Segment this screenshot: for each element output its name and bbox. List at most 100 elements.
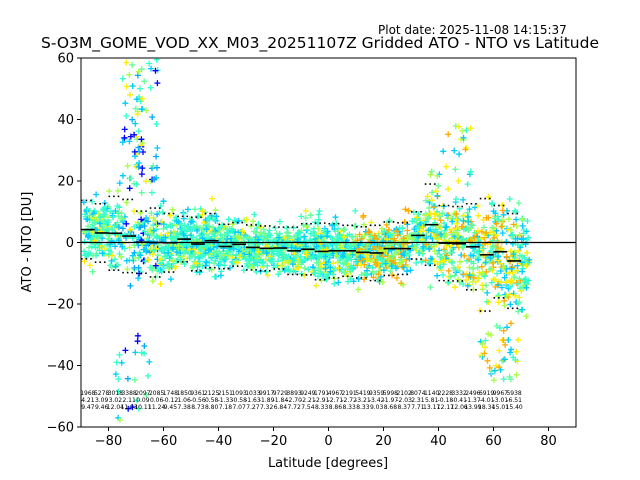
bin-stat-label: 10.11 bbox=[134, 404, 151, 411]
scatter-point bbox=[380, 267, 387, 274]
scatter-point bbox=[472, 204, 478, 211]
scatter-point bbox=[513, 371, 520, 378]
scatter-point bbox=[516, 299, 523, 306]
scatter-point bbox=[181, 222, 188, 229]
scatter-point bbox=[432, 228, 439, 235]
scatter-point bbox=[114, 187, 121, 194]
scatter-point bbox=[501, 302, 508, 309]
scatter-point bbox=[507, 349, 514, 356]
scatter-point bbox=[260, 226, 267, 233]
scatter-point bbox=[432, 188, 439, 195]
bin-stat-label: 11.93 bbox=[121, 404, 138, 411]
scatter-point bbox=[135, 163, 142, 170]
scatter-point bbox=[173, 218, 180, 225]
scatter-point bbox=[332, 214, 339, 221]
scatter-point bbox=[143, 247, 150, 254]
scatter-point bbox=[104, 205, 111, 212]
scatter-point bbox=[492, 244, 499, 250]
x-tick-label: 0 bbox=[324, 434, 332, 449]
scatter-point bbox=[93, 191, 100, 198]
scatter-point bbox=[167, 276, 174, 283]
y-tick-label: −20 bbox=[47, 298, 74, 313]
scatter-point bbox=[355, 286, 362, 293]
scatter-point bbox=[471, 234, 478, 241]
scatter-point bbox=[150, 227, 157, 234]
scatter-point bbox=[393, 265, 399, 272]
scatter-point bbox=[407, 267, 414, 274]
bin-stat-label: -1.33 bbox=[218, 397, 234, 404]
bin-stat-label: -3.21 bbox=[355, 397, 371, 404]
scatter-point bbox=[170, 244, 176, 251]
scatter-point bbox=[313, 282, 319, 289]
scatter-point bbox=[181, 261, 188, 267]
scatter-point bbox=[152, 262, 159, 269]
bin-stat-label: 2097 bbox=[135, 390, 150, 397]
scatter-point bbox=[112, 208, 119, 214]
scatter-point bbox=[193, 260, 199, 267]
scatter-point bbox=[500, 337, 507, 344]
scatter-point bbox=[385, 242, 392, 249]
scatter-point bbox=[440, 271, 446, 278]
scatter-point bbox=[315, 216, 322, 223]
scatter-point bbox=[139, 165, 146, 172]
scatter-point bbox=[173, 235, 180, 242]
scatter-point bbox=[482, 344, 489, 351]
scatter-point bbox=[493, 322, 500, 329]
y-axis-label: ATO - NTO [DU] bbox=[20, 192, 35, 293]
scatter-point bbox=[504, 226, 511, 233]
y-axis-ticks: −60 −40 −20 0 20 40 60 bbox=[47, 52, 81, 436]
scatter-point bbox=[113, 262, 120, 269]
scatter-point bbox=[225, 229, 232, 236]
scatter-point bbox=[480, 224, 487, 231]
scatter-point bbox=[82, 211, 88, 218]
bin-stat-label: 9.46 bbox=[95, 404, 109, 411]
scatter-point bbox=[511, 274, 518, 281]
scatter-point bbox=[455, 232, 462, 239]
scatter-point bbox=[375, 255, 382, 262]
scatter-point bbox=[147, 84, 154, 91]
scatter-point bbox=[460, 196, 467, 203]
scatter-point bbox=[135, 128, 142, 135]
scatter-point bbox=[240, 247, 246, 254]
scatter-point bbox=[316, 254, 323, 261]
scatter-point bbox=[145, 256, 152, 263]
scatter-point bbox=[317, 270, 324, 277]
scatter-point bbox=[382, 260, 389, 267]
bin-stat-label: 2102 bbox=[396, 390, 411, 397]
scatter-point bbox=[331, 280, 338, 287]
scatter-point bbox=[466, 206, 473, 213]
scatter-point bbox=[115, 376, 122, 383]
bin-stat-label: 1850 bbox=[176, 390, 191, 397]
scatter-point bbox=[90, 252, 96, 259]
scatter-point bbox=[91, 214, 98, 221]
scatter-point bbox=[263, 250, 270, 256]
bin-stat-label: -2.03 bbox=[396, 397, 412, 404]
scatter-point bbox=[337, 228, 344, 235]
scatter-point bbox=[394, 232, 401, 239]
scatter-point bbox=[106, 223, 113, 230]
scatter-point bbox=[496, 347, 503, 354]
scatter-point bbox=[105, 235, 112, 242]
scatter-point bbox=[493, 220, 500, 227]
scatter-point bbox=[475, 256, 482, 263]
scatter-point bbox=[507, 279, 514, 286]
scatter-point bbox=[126, 138, 133, 145]
scatter-point bbox=[443, 232, 450, 239]
scatter-point bbox=[275, 245, 282, 252]
x-tick-label: 80 bbox=[540, 434, 557, 449]
scatter-point bbox=[95, 210, 102, 217]
x-tick-label: −60 bbox=[150, 434, 177, 449]
scatter-point bbox=[330, 260, 337, 267]
scatter-point bbox=[398, 251, 405, 258]
scatter-point bbox=[200, 251, 206, 258]
scatter-point bbox=[206, 265, 213, 272]
bin-stat-label: 12.17 bbox=[437, 404, 454, 411]
scatter-point bbox=[523, 262, 530, 269]
scatter-point bbox=[490, 377, 497, 384]
bin-stat-label: 9359 bbox=[369, 390, 384, 397]
scatter-point bbox=[344, 255, 351, 262]
scatter-point bbox=[149, 114, 156, 121]
scatter-point bbox=[360, 221, 367, 228]
